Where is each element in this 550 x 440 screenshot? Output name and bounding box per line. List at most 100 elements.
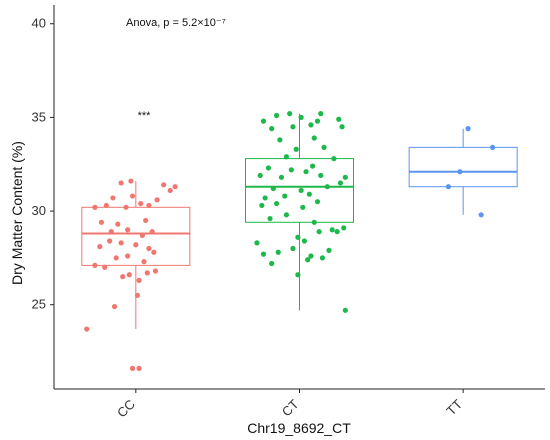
- data-point: [445, 184, 452, 190]
- x-tick-label-cc: CC: [114, 397, 138, 421]
- data-point: [98, 219, 105, 225]
- data-point: [278, 174, 285, 180]
- data-point: [321, 144, 327, 150]
- data-point: [257, 172, 263, 179]
- data-point: [269, 126, 275, 132]
- y-tick-label: 30: [32, 203, 46, 218]
- data-point: [305, 257, 311, 263]
- data-point: [295, 234, 301, 240]
- data-point: [298, 114, 304, 120]
- data-point: [136, 365, 142, 371]
- data-point: [97, 244, 103, 250]
- data-point: [115, 221, 121, 227]
- data-point: [283, 212, 290, 218]
- box: [81, 206, 191, 266]
- data-point: [273, 112, 280, 119]
- data-point: [342, 307, 348, 313]
- data-point: [260, 251, 267, 257]
- y-tick-label: 40: [32, 16, 46, 31]
- data-point: [92, 262, 98, 268]
- data-point: [129, 193, 136, 199]
- data-point: [311, 219, 317, 225]
- data-point: [118, 180, 124, 186]
- data-point: [267, 215, 273, 222]
- box-group-ct: [244, 111, 355, 313]
- data-point: [457, 169, 463, 175]
- data-point: [113, 255, 119, 261]
- data-point: [141, 259, 147, 265]
- data-point: [254, 240, 260, 246]
- data-point: [465, 126, 471, 132]
- data-point: [118, 240, 124, 246]
- data-point: [283, 154, 290, 160]
- data-point: [324, 184, 330, 190]
- data-point: [301, 238, 308, 244]
- data-point: [334, 229, 340, 235]
- data-point: [262, 195, 268, 201]
- y-axis-title: Dry Matter Content (%): [9, 141, 25, 285]
- y-tick-label: 35: [32, 109, 46, 124]
- anova-annotation: Anova, p = 5.2×10⁻⁷: [126, 17, 226, 29]
- data-point: [154, 197, 160, 203]
- data-point: [84, 326, 90, 332]
- y-tick-label: 25: [32, 297, 46, 312]
- data-point: [110, 195, 116, 201]
- data-point: [314, 118, 321, 124]
- data-point: [342, 174, 348, 180]
- data-point: [120, 274, 126, 280]
- x-tick-label-ct: CT: [279, 396, 302, 419]
- data-point: [490, 144, 496, 150]
- data-point: [151, 249, 157, 255]
- data-point: [143, 217, 149, 224]
- data-point: [167, 187, 173, 194]
- data-point: [92, 204, 98, 210]
- data-point: [139, 232, 145, 238]
- data-point: [287, 111, 293, 117]
- data-point: [300, 204, 306, 210]
- data-point: [269, 260, 275, 267]
- data-point: [123, 204, 129, 210]
- data-point: [306, 191, 312, 197]
- data-point: [111, 303, 118, 310]
- data-point: [326, 247, 332, 253]
- data-point: [133, 242, 139, 248]
- data-point: [152, 268, 159, 274]
- data-point: [134, 292, 141, 298]
- plot-area: [81, 111, 518, 371]
- data-point: [146, 202, 152, 209]
- y-axis-ticks: 25 30 35 40: [32, 16, 54, 312]
- data-point: [339, 124, 345, 130]
- data-point: [172, 184, 178, 190]
- data-point: [288, 167, 294, 173]
- data-point: [259, 202, 265, 209]
- data-point: [318, 111, 324, 117]
- data-point: [337, 180, 344, 186]
- data-point: [341, 225, 347, 231]
- data-point: [329, 227, 335, 233]
- data-point: [146, 245, 152, 252]
- data-point: [149, 229, 155, 235]
- data-point: [136, 277, 142, 283]
- data-point: [108, 229, 114, 235]
- data-point: [144, 270, 150, 276]
- data-point: [260, 118, 267, 124]
- data-point: [303, 169, 309, 175]
- data-point: [311, 135, 317, 141]
- data-point: [275, 249, 281, 255]
- box: [408, 146, 518, 188]
- data-point: [316, 229, 322, 235]
- data-point: [336, 116, 342, 122]
- data-point: [128, 178, 134, 184]
- significance-label: ***: [138, 110, 152, 122]
- box: [244, 158, 355, 223]
- data-point: [282, 193, 288, 199]
- data-point: [103, 202, 109, 209]
- x-tick-label-tt: TT: [443, 396, 465, 418]
- data-point: [295, 272, 301, 278]
- data-point: [129, 365, 136, 371]
- data-point: [138, 200, 144, 207]
- data-point: [331, 156, 337, 162]
- data-point: [273, 200, 280, 207]
- box-group-tt: [408, 126, 518, 218]
